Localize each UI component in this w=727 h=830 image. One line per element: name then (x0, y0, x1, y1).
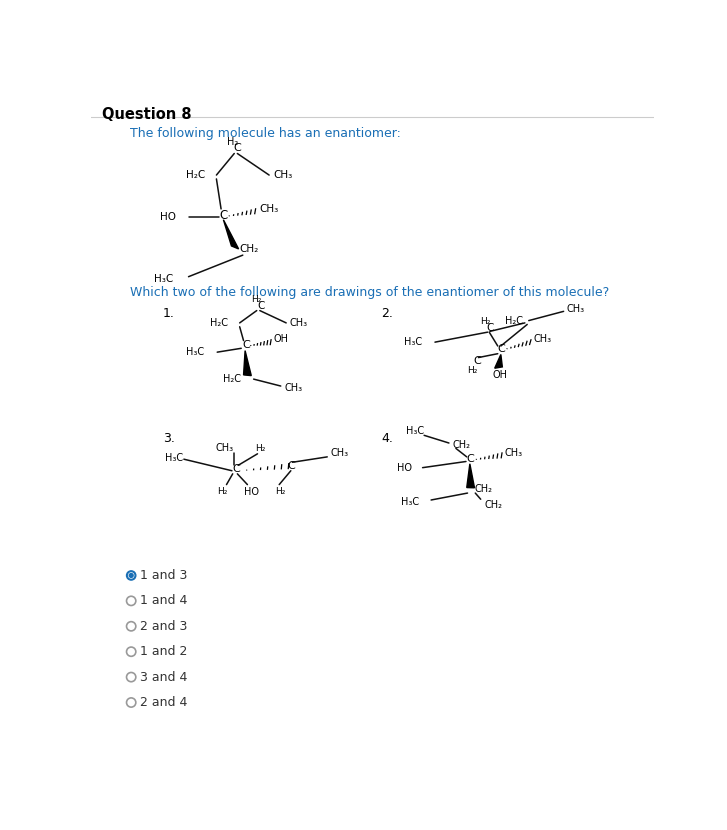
Text: C: C (473, 356, 481, 366)
Text: The following molecule has an enantiomer:: The following molecule has an enantiomer… (129, 126, 401, 139)
Text: CH₂: CH₂ (239, 244, 259, 254)
Text: Which two of the following are drawings of the enantiomer of this molecule?: Which two of the following are drawings … (129, 286, 609, 299)
Text: C: C (220, 208, 228, 222)
Text: CH₃: CH₃ (331, 448, 349, 458)
Text: CH₃: CH₃ (505, 448, 523, 458)
Text: C: C (467, 454, 475, 464)
Polygon shape (494, 354, 502, 369)
Text: C: C (233, 464, 241, 474)
Text: C: C (257, 301, 265, 311)
Text: H₂: H₂ (467, 366, 478, 375)
Text: CH₃: CH₃ (284, 383, 302, 393)
Text: H₂: H₂ (480, 317, 491, 326)
Text: H₃C: H₃C (401, 497, 419, 507)
Text: 1 and 3: 1 and 3 (140, 569, 188, 582)
Text: 1.: 1. (163, 307, 174, 320)
Circle shape (126, 571, 136, 580)
Text: CH₃: CH₃ (534, 334, 552, 344)
Text: H₂C: H₂C (505, 315, 523, 325)
Text: HO: HO (160, 212, 176, 222)
Text: HO: HO (397, 462, 411, 472)
Text: H₃C: H₃C (403, 337, 422, 347)
Text: OH: OH (493, 370, 507, 380)
Text: CH₂: CH₂ (484, 500, 502, 510)
Text: 2 and 4: 2 and 4 (140, 696, 188, 709)
Text: 3 and 4: 3 and 4 (140, 671, 188, 684)
Text: 2 and 3: 2 and 3 (140, 620, 188, 632)
Text: CH₃: CH₃ (289, 318, 308, 328)
Text: OH: OH (273, 334, 288, 344)
Text: C: C (486, 323, 494, 333)
Text: H₃C: H₃C (186, 347, 204, 357)
Text: C: C (498, 344, 505, 354)
Text: H₃C: H₃C (165, 452, 183, 462)
Text: H₂: H₂ (251, 295, 261, 305)
Text: H₂: H₂ (227, 137, 238, 147)
Text: CH₃: CH₃ (216, 442, 234, 452)
Text: 2.: 2. (382, 307, 393, 320)
Text: CH₂: CH₂ (475, 484, 493, 494)
Text: 4.: 4. (382, 432, 393, 445)
Text: CH₃: CH₃ (273, 170, 293, 180)
Text: 1 and 2: 1 and 2 (140, 645, 188, 658)
Text: H₂C: H₂C (210, 318, 228, 328)
Text: C: C (287, 461, 294, 471)
Text: CH₃: CH₃ (567, 304, 585, 314)
Circle shape (129, 573, 134, 578)
Text: C: C (242, 340, 250, 350)
Text: H₂C: H₂C (223, 374, 241, 384)
Text: CH₃: CH₃ (260, 204, 278, 214)
Text: H₃C: H₃C (154, 274, 173, 284)
Text: 1 and 4: 1 and 4 (140, 594, 188, 608)
Polygon shape (467, 464, 475, 488)
Text: HO: HO (244, 486, 259, 496)
Text: 3.: 3. (163, 432, 174, 445)
Text: H₂: H₂ (217, 487, 228, 496)
Text: H₂: H₂ (254, 444, 265, 453)
Polygon shape (244, 350, 252, 376)
Text: CH₂: CH₂ (452, 440, 470, 450)
Text: Question 8: Question 8 (103, 107, 192, 122)
Polygon shape (223, 220, 238, 249)
Text: H₂: H₂ (276, 487, 286, 496)
Text: C: C (233, 143, 241, 153)
Text: H₂C: H₂C (185, 170, 205, 180)
Circle shape (129, 574, 133, 578)
Text: H₃C: H₃C (406, 426, 424, 436)
